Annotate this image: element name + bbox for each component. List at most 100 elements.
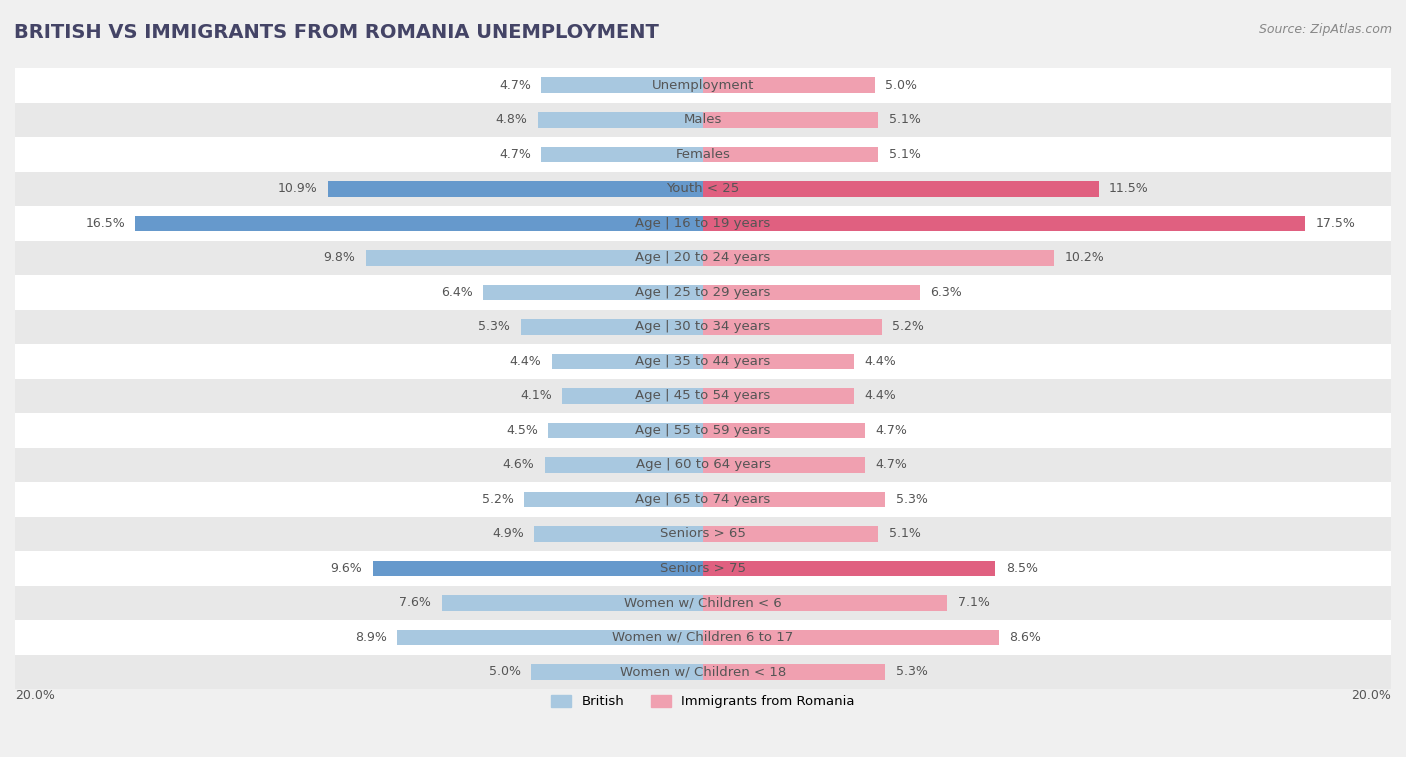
Text: Seniors > 65: Seniors > 65 — [659, 528, 747, 540]
Text: 4.9%: 4.9% — [492, 528, 524, 540]
Text: 5.0%: 5.0% — [886, 79, 917, 92]
Text: 16.5%: 16.5% — [86, 217, 125, 230]
Text: Unemployment: Unemployment — [652, 79, 754, 92]
Bar — [15, 413, 1391, 447]
Bar — [703, 181, 1098, 197]
Text: 9.6%: 9.6% — [330, 562, 363, 575]
Bar — [15, 172, 1391, 206]
Bar — [541, 77, 703, 93]
Bar — [703, 595, 948, 611]
Bar — [703, 457, 865, 472]
Bar — [520, 319, 703, 335]
Bar — [482, 285, 703, 300]
Bar — [703, 561, 995, 576]
Text: 4.7%: 4.7% — [875, 424, 907, 437]
Bar — [551, 354, 703, 369]
Bar — [15, 620, 1391, 655]
Bar — [15, 241, 1391, 275]
Text: 9.8%: 9.8% — [323, 251, 356, 264]
Bar — [562, 388, 703, 403]
Text: 4.4%: 4.4% — [509, 355, 541, 368]
Text: 6.4%: 6.4% — [440, 286, 472, 299]
Text: 4.4%: 4.4% — [865, 389, 897, 402]
Text: 20.0%: 20.0% — [15, 689, 55, 702]
Legend: British, Immigrants from Romania: British, Immigrants from Romania — [546, 690, 860, 714]
Bar — [534, 526, 703, 542]
Text: Source: ZipAtlas.com: Source: ZipAtlas.com — [1258, 23, 1392, 36]
Text: 5.0%: 5.0% — [489, 665, 520, 678]
Bar — [15, 275, 1391, 310]
Text: 4.7%: 4.7% — [499, 148, 531, 160]
Bar — [396, 630, 703, 645]
Bar — [15, 482, 1391, 516]
Bar — [15, 206, 1391, 241]
Bar — [15, 137, 1391, 172]
Text: 5.1%: 5.1% — [889, 114, 921, 126]
Text: 4.1%: 4.1% — [520, 389, 551, 402]
Bar — [703, 422, 865, 438]
Text: Age | 20 to 24 years: Age | 20 to 24 years — [636, 251, 770, 264]
Bar — [703, 285, 920, 300]
Bar — [15, 378, 1391, 413]
Bar — [15, 310, 1391, 344]
Bar — [703, 354, 855, 369]
Text: Age | 45 to 54 years: Age | 45 to 54 years — [636, 389, 770, 402]
Bar — [373, 561, 703, 576]
Bar — [703, 526, 879, 542]
Text: 7.6%: 7.6% — [399, 597, 432, 609]
Text: 5.2%: 5.2% — [893, 320, 924, 333]
Bar — [328, 181, 703, 197]
Bar — [703, 77, 875, 93]
Bar — [548, 422, 703, 438]
Bar — [703, 147, 879, 162]
Text: 8.5%: 8.5% — [1005, 562, 1038, 575]
Text: Women w/ Children 6 to 17: Women w/ Children 6 to 17 — [613, 631, 793, 644]
Text: 10.9%: 10.9% — [278, 182, 318, 195]
Text: 17.5%: 17.5% — [1316, 217, 1355, 230]
Bar — [15, 586, 1391, 620]
Text: 4.7%: 4.7% — [499, 79, 531, 92]
Text: Age | 30 to 34 years: Age | 30 to 34 years — [636, 320, 770, 333]
Text: Youth < 25: Youth < 25 — [666, 182, 740, 195]
Bar — [703, 491, 886, 507]
Bar — [703, 630, 998, 645]
Bar — [538, 112, 703, 127]
Text: 8.9%: 8.9% — [354, 631, 387, 644]
Text: Age | 65 to 74 years: Age | 65 to 74 years — [636, 493, 770, 506]
Bar — [703, 112, 879, 127]
Text: 4.7%: 4.7% — [875, 458, 907, 472]
Bar — [15, 447, 1391, 482]
Text: 5.3%: 5.3% — [478, 320, 510, 333]
Text: 4.6%: 4.6% — [503, 458, 534, 472]
Bar — [703, 319, 882, 335]
Text: Women w/ Children < 18: Women w/ Children < 18 — [620, 665, 786, 678]
Bar — [703, 388, 855, 403]
Text: Age | 35 to 44 years: Age | 35 to 44 years — [636, 355, 770, 368]
Bar — [544, 457, 703, 472]
Text: Age | 16 to 19 years: Age | 16 to 19 years — [636, 217, 770, 230]
Bar — [703, 250, 1054, 266]
Text: Women w/ Children < 6: Women w/ Children < 6 — [624, 597, 782, 609]
Text: 20.0%: 20.0% — [1351, 689, 1391, 702]
Text: 4.4%: 4.4% — [865, 355, 897, 368]
Text: 5.1%: 5.1% — [889, 528, 921, 540]
Bar — [541, 147, 703, 162]
Text: Seniors > 75: Seniors > 75 — [659, 562, 747, 575]
Bar — [135, 216, 703, 231]
Text: 6.3%: 6.3% — [929, 286, 962, 299]
Text: 5.2%: 5.2% — [482, 493, 513, 506]
Bar — [15, 655, 1391, 689]
Bar — [15, 551, 1391, 586]
Bar — [366, 250, 703, 266]
Bar — [15, 68, 1391, 102]
Text: Females: Females — [675, 148, 731, 160]
Bar — [531, 664, 703, 680]
Text: 5.1%: 5.1% — [889, 148, 921, 160]
Text: 10.2%: 10.2% — [1064, 251, 1104, 264]
Text: 5.3%: 5.3% — [896, 665, 928, 678]
Text: 8.6%: 8.6% — [1010, 631, 1040, 644]
Text: Age | 60 to 64 years: Age | 60 to 64 years — [636, 458, 770, 472]
Text: BRITISH VS IMMIGRANTS FROM ROMANIA UNEMPLOYMENT: BRITISH VS IMMIGRANTS FROM ROMANIA UNEMP… — [14, 23, 659, 42]
Text: 4.8%: 4.8% — [496, 114, 527, 126]
Bar — [15, 516, 1391, 551]
